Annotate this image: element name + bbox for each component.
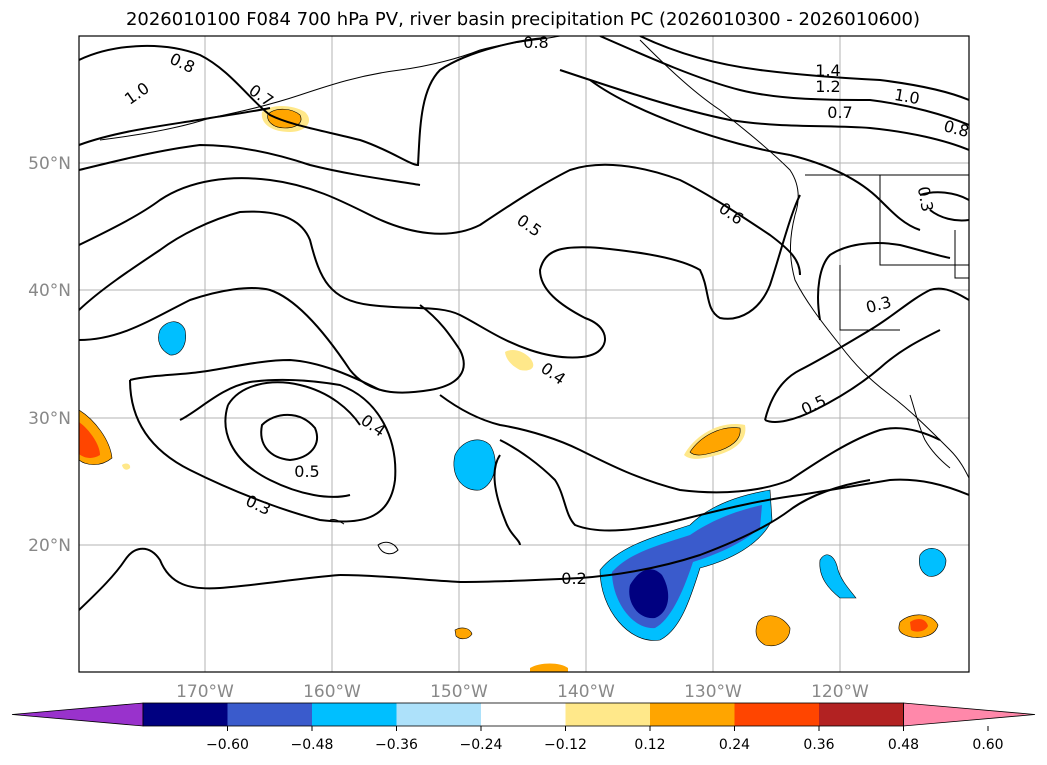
colorbar-segment: [481, 703, 566, 726]
latitude-labels: 50°N 40°N 30°N 20°N: [28, 154, 71, 556]
positive-anomaly-southeast: [755, 615, 791, 647]
negative-anomaly-west: [158, 321, 186, 356]
colorbar-tick-label: −0.60: [206, 737, 249, 753]
lon-label: 120°W: [811, 682, 869, 702]
colorbar-segment: [734, 703, 820, 726]
colorbar-tick-label: 0.24: [719, 737, 750, 753]
colorbar-segment: [143, 703, 228, 726]
contour-label: 1.2: [815, 77, 840, 96]
colorbar-extend-low: [11, 702, 144, 727]
gridlines: [79, 36, 969, 672]
lat-label: 40°N: [28, 281, 71, 301]
negative-anomaly-far-east: [918, 548, 947, 577]
lat-label: 20°N: [28, 536, 71, 556]
contour-label: 0.5: [294, 462, 319, 481]
colorbar-segment: [312, 703, 397, 726]
colorbar-tick-label: −0.24: [460, 737, 503, 753]
colorbar-segment: [565, 703, 651, 726]
colorbar-segment: [819, 703, 904, 726]
colorbar-segment: [396, 703, 482, 726]
contour-label: 0.8: [523, 33, 548, 52]
colorbar-segment: [227, 703, 313, 726]
contour-label: 0.7: [827, 103, 852, 122]
colorbar-tick-label: −0.48: [291, 737, 334, 753]
precip-shading: [79, 106, 947, 672]
colorbar-frame: [142, 702, 904, 727]
map-frame: [78, 35, 970, 673]
coastlines: [99, 36, 969, 555]
colorbar-tick-label: −0.36: [375, 737, 418, 753]
contour-label: 1.4: [815, 61, 840, 80]
colorbar-tick-label: 0.12: [634, 737, 665, 753]
lon-label: 140°W: [557, 682, 615, 702]
contour-label: 0.3: [914, 185, 937, 213]
colorbar-tick-label: 0.60: [972, 737, 1003, 753]
figure-title: 2026010100 F084 700 hPa PV, river basin …: [126, 9, 920, 30]
colorbar-tick-label: −0.12: [544, 737, 587, 753]
lat-label: 30°N: [28, 409, 71, 429]
pv-contours: [79, 36, 969, 611]
contour-label: 1.0: [893, 85, 921, 108]
positive-anomaly-small: [454, 627, 473, 640]
colorbar-segment: [650, 703, 735, 726]
negative-anomaly-east: [819, 554, 857, 599]
lon-label: 160°W: [303, 682, 361, 702]
contour-label: 0.2: [561, 569, 586, 588]
lon-label: 150°W: [430, 682, 488, 702]
negative-anomaly-hawaii-north: [453, 439, 496, 491]
lat-label: 50°N: [28, 154, 71, 174]
lon-label: 130°W: [684, 682, 742, 702]
colorbar-tick-label: 0.48: [888, 737, 919, 753]
map-panel: 0.8 1.0 0.7 0.8 1.4 1.2 1.0 0.7 0.8 0.5 …: [79, 33, 969, 672]
lon-label: 170°W: [176, 682, 234, 702]
colorbar-tick-label: 0.36: [803, 737, 834, 753]
colorbar: −0.60 −0.48 −0.36 −0.24 −0.12 0.12 0.24 0.36 0.4…: [11, 702, 1036, 753]
longitude-labels: 170°W 160°W 150°W 140°W 130°W 120°W: [176, 682, 869, 702]
colorbar-extend-high: [903, 702, 1036, 727]
